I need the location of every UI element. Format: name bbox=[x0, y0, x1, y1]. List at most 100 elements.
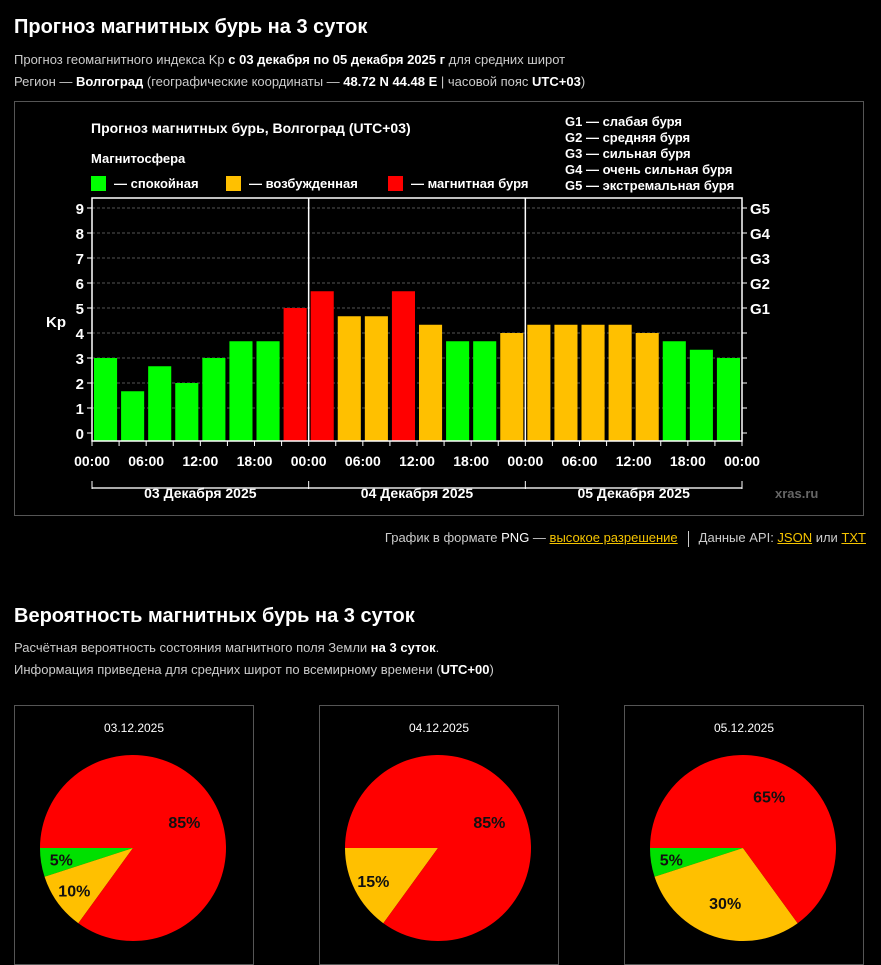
y-tick-label: 5 bbox=[76, 301, 84, 318]
y-tick-label: 4 bbox=[76, 326, 85, 343]
pie-label: 65% bbox=[753, 790, 785, 807]
kp-bar bbox=[364, 316, 388, 441]
x-tick-label: 06:00 bbox=[562, 453, 598, 469]
pie-card-day1: 03.12.2025 5% 10% 85% bbox=[14, 705, 254, 965]
g-legend-item: G5 — экстремальная буря bbox=[565, 178, 734, 193]
pie-slice bbox=[40, 848, 133, 877]
x-tick-label: 18:00 bbox=[670, 453, 706, 469]
region-coords: 48.72 N 44.48 E bbox=[343, 74, 438, 89]
legend-swatch bbox=[91, 176, 106, 191]
g-tick-label: G4 bbox=[750, 226, 771, 243]
prob-desc-suffix: . bbox=[435, 640, 440, 655]
prob-note-prefix: Информация приведена для средних широт п… bbox=[14, 662, 441, 677]
chart-footer: График в формате PNG — высокое разрешени… bbox=[385, 530, 866, 547]
pie-slice bbox=[650, 755, 836, 924]
pie-slice bbox=[650, 848, 743, 877]
x-tick-label: 00:00 bbox=[507, 453, 543, 469]
pie-slice bbox=[654, 848, 798, 941]
region-suffix: ) bbox=[580, 74, 586, 89]
region-prefix: Регион — bbox=[14, 74, 76, 89]
prob-desc-bold: на 3 суток bbox=[370, 640, 436, 655]
y-axis-label: Kp bbox=[46, 314, 66, 331]
region-timezone: UTC+03 bbox=[532, 74, 581, 89]
legend: — спокойная — возбужденная — магнитная бур… bbox=[91, 176, 528, 191]
kp-bar bbox=[635, 333, 659, 441]
g-tick-label: G5 bbox=[750, 201, 770, 218]
pie-date: 04.12.2025 bbox=[408, 721, 470, 735]
kp-bar bbox=[121, 391, 145, 441]
legend-label: — магнитная буря bbox=[411, 176, 528, 191]
kp-chart: Прогноз магнитных бурь, Волгоград (UTC+0… bbox=[46, 114, 818, 501]
legend-swatch bbox=[388, 176, 403, 191]
x-tick-label: 00:00 bbox=[291, 453, 327, 469]
pie-chart: 15% 85% bbox=[345, 755, 531, 941]
day-label: 05 Декабря 2025 bbox=[577, 485, 690, 501]
png-label: График в формате bbox=[384, 530, 502, 545]
y-tick-label: 8 bbox=[76, 226, 84, 243]
period-dates: с 03 декабря по 05 декабря 2025 г bbox=[228, 52, 446, 67]
x-tick-label: 12:00 bbox=[399, 453, 435, 469]
x-tick-label: 18:00 bbox=[237, 453, 273, 469]
probability-desc: Расчётная вероятность состояния магнитно… bbox=[14, 640, 439, 655]
pie-date: 03.12.2025 bbox=[103, 721, 165, 735]
kp-bar bbox=[175, 383, 199, 441]
region-city: Волгоград bbox=[75, 74, 144, 89]
pie-slice bbox=[345, 848, 438, 924]
prob-desc-prefix: Расчётная вероятность состояния магнитно… bbox=[14, 640, 371, 655]
y-tick-label: 1 bbox=[76, 401, 84, 418]
g-tick-label: G3 bbox=[750, 251, 770, 268]
period-suffix: для средних широт bbox=[445, 52, 566, 67]
kp-bar bbox=[662, 341, 686, 441]
pie-label: 10% bbox=[58, 884, 90, 901]
y-tick-label: 7 bbox=[76, 251, 84, 268]
pie-card-day2: 04.12.2025 15% 85% bbox=[319, 705, 559, 965]
legend-label: — возбужденная bbox=[249, 176, 358, 191]
kp-bar bbox=[256, 341, 280, 441]
tz-prefix: | часовой пояс bbox=[437, 74, 533, 89]
txt-link[interactable]: TXT bbox=[841, 530, 866, 545]
g-tick-label: G2 bbox=[750, 276, 770, 293]
probability-note: Информация приведена для средних широт п… bbox=[14, 662, 494, 677]
pie-slice bbox=[40, 755, 226, 941]
chart-title: Прогноз магнитных бурь, Волгоград (UTC+0… bbox=[91, 120, 411, 136]
pie-label: 5% bbox=[660, 852, 683, 869]
pie-label: 85% bbox=[473, 815, 505, 832]
pie-label: 5% bbox=[50, 852, 73, 869]
kp-bar bbox=[473, 341, 497, 441]
forecast-period-text: Прогноз геомагнитного индекса Kp с 03 де… bbox=[14, 52, 565, 67]
kp-bar bbox=[148, 366, 172, 441]
kp-bar bbox=[716, 358, 740, 441]
kp-bar bbox=[94, 358, 118, 441]
json-link[interactable]: JSON bbox=[777, 530, 813, 545]
pie-slice bbox=[345, 755, 531, 941]
day-label: 03 Декабря 2025 bbox=[144, 485, 257, 501]
kp-bar bbox=[689, 349, 713, 441]
g-legend-item: G4 — очень сильная буря bbox=[565, 162, 732, 177]
day-label: 04 Декабря 2025 bbox=[361, 485, 474, 501]
pie-label: 15% bbox=[357, 874, 389, 891]
coords-prefix: (географические координаты — bbox=[143, 74, 344, 89]
pie-chart: 5% 30% 65% bbox=[650, 755, 836, 941]
legend-swatch bbox=[226, 176, 241, 191]
kp-bar bbox=[229, 341, 253, 441]
legend-title: Магнитосфера bbox=[91, 151, 186, 166]
kp-bar bbox=[446, 341, 470, 441]
g-tick-label: G1 bbox=[750, 301, 770, 318]
x-tick-label: 06:00 bbox=[345, 453, 381, 469]
x-tick-label: 06:00 bbox=[128, 453, 164, 469]
x-tick-label: 12:00 bbox=[616, 453, 652, 469]
g-legend-item: G1 — слабая буря bbox=[565, 114, 682, 129]
page-title: Прогноз магнитных бурь на 3 суток bbox=[14, 16, 368, 38]
period-prefix: Прогноз геомагнитного индекса Kp bbox=[14, 52, 229, 67]
kp-bar bbox=[608, 324, 632, 441]
high-resolution-link[interactable]: высокое разрешение bbox=[549, 530, 678, 545]
g-legend-item: G2 — средняя буря bbox=[565, 130, 690, 145]
kp-bar bbox=[500, 333, 524, 441]
probability-title: Вероятность магнитных бурь на 3 суток bbox=[14, 605, 415, 627]
footer-divider bbox=[687, 530, 689, 547]
prob-note-suffix: ) bbox=[489, 662, 494, 677]
png-dash: — bbox=[529, 530, 550, 545]
api-label: Данные API: bbox=[698, 530, 778, 545]
kp-bar bbox=[554, 324, 578, 441]
